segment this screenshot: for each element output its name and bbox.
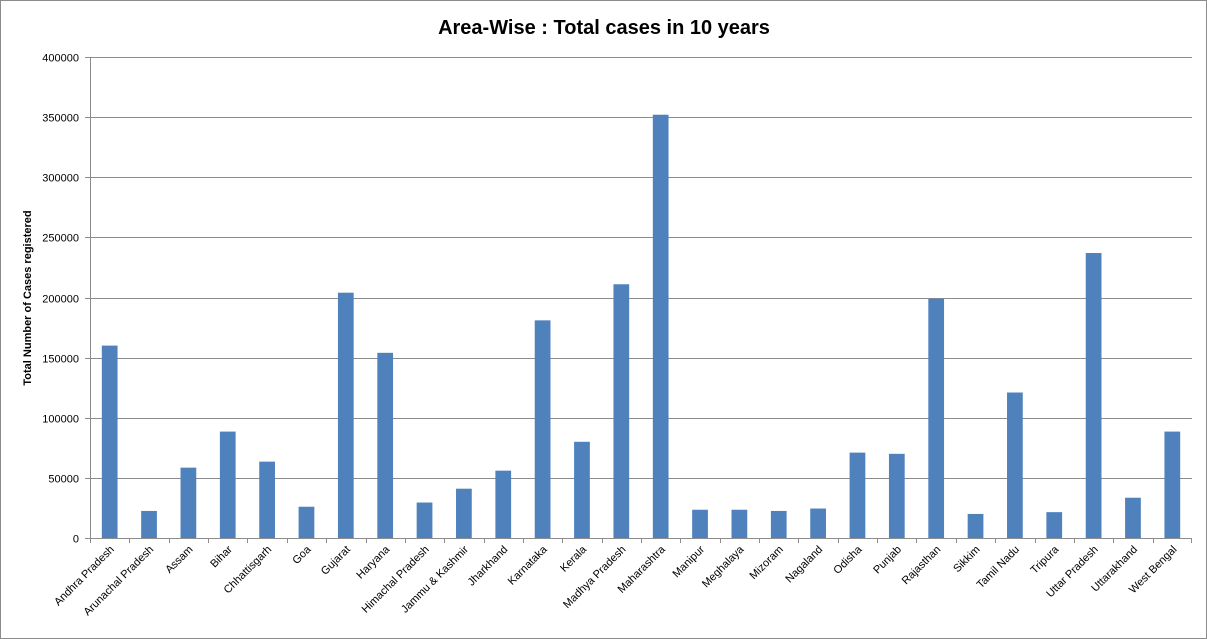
x-category-label: Gujarat xyxy=(319,544,353,578)
x-category-label: Tamil Nadu xyxy=(975,544,1022,591)
bar-jammu-kashmir xyxy=(456,488,472,538)
x-category-label: Punjab xyxy=(871,544,904,577)
y-tick-label: 400000 xyxy=(42,53,79,65)
gridlines xyxy=(90,57,1192,479)
bar-nagaland xyxy=(810,508,826,538)
x-category-label: Rajasthan xyxy=(900,544,944,588)
bar-assam xyxy=(180,467,197,538)
x-category-label: Assam xyxy=(163,544,195,576)
bar-punjab xyxy=(888,453,905,538)
bar-bihar xyxy=(219,431,236,538)
bar-haryana xyxy=(377,352,394,538)
bar-kerala xyxy=(574,441,590,538)
chart-title: Area-Wise : Total cases in 10 years xyxy=(438,17,770,39)
bar-uttar-pradesh xyxy=(1085,253,1102,538)
bar-tamil-nadu xyxy=(1007,392,1023,538)
x-category-label: Jharkhand xyxy=(466,544,511,589)
bar-sikkim xyxy=(967,513,984,538)
bar-madhya-pradesh xyxy=(613,284,630,538)
bar-karnataka xyxy=(534,320,551,538)
bar-rajasthan xyxy=(928,298,945,538)
bar-jharkhand xyxy=(495,470,512,538)
x-category-label: Himachal Pradesh xyxy=(360,544,432,616)
x-category-label: Bihar xyxy=(208,543,235,570)
y-tick-label: 350000 xyxy=(42,113,79,125)
x-category-label: Meghalaya xyxy=(700,543,747,590)
x-category-label: Karnataka xyxy=(506,543,551,588)
x-category-label: Kerala xyxy=(558,543,590,575)
x-category-label: Goa xyxy=(290,543,314,567)
x-category-label: Arunachal Pradesh xyxy=(82,544,157,619)
bar-arunachal-pradesh xyxy=(141,510,157,538)
y-tick-label: 100000 xyxy=(42,414,79,426)
x-category-label: Jammu & Kashmir xyxy=(399,543,471,615)
bar-meghalaya xyxy=(731,509,748,538)
bar-west-bengal xyxy=(1164,431,1181,538)
bar-uttarakhand xyxy=(1125,497,1141,538)
axes xyxy=(90,57,1192,543)
x-category-label: Odisha xyxy=(831,543,865,577)
x-category-label: Haryana xyxy=(354,543,393,582)
x-category-label: Mizoram xyxy=(748,544,786,582)
y-tick-label: 300000 xyxy=(42,173,79,185)
bars xyxy=(101,114,1181,538)
x-category-label: Nagaland xyxy=(783,544,825,586)
bar-mizoram xyxy=(770,510,787,538)
y-tick-label: 0 xyxy=(73,534,79,546)
x-category-label: Manipur xyxy=(671,543,708,580)
y-axis-ticks: 0 50000 100000 150000 200000 250000 300000 3500… xyxy=(42,53,90,546)
y-tick-label: 150000 xyxy=(42,354,79,366)
y-tick-label: 50000 xyxy=(48,474,79,486)
x-category-label: Tripura xyxy=(1029,543,1062,576)
bar-himachal-pradesh xyxy=(416,502,433,538)
bar-maharashtra xyxy=(652,114,669,538)
y-axis-label: Total Number of Cases registered xyxy=(22,210,34,385)
bar-odisha xyxy=(849,452,866,538)
y-tick-label: 250000 xyxy=(42,233,79,245)
bar-manipur xyxy=(692,509,708,538)
bar-gujarat xyxy=(337,292,354,538)
bar-tripura xyxy=(1046,512,1063,538)
y-tick-label: 200000 xyxy=(42,294,79,306)
bar-goa xyxy=(298,506,315,538)
x-category-label: Sikkim xyxy=(951,544,982,575)
bar-chhattisgarh xyxy=(259,461,275,538)
bar-andhra-pradesh xyxy=(101,345,118,538)
